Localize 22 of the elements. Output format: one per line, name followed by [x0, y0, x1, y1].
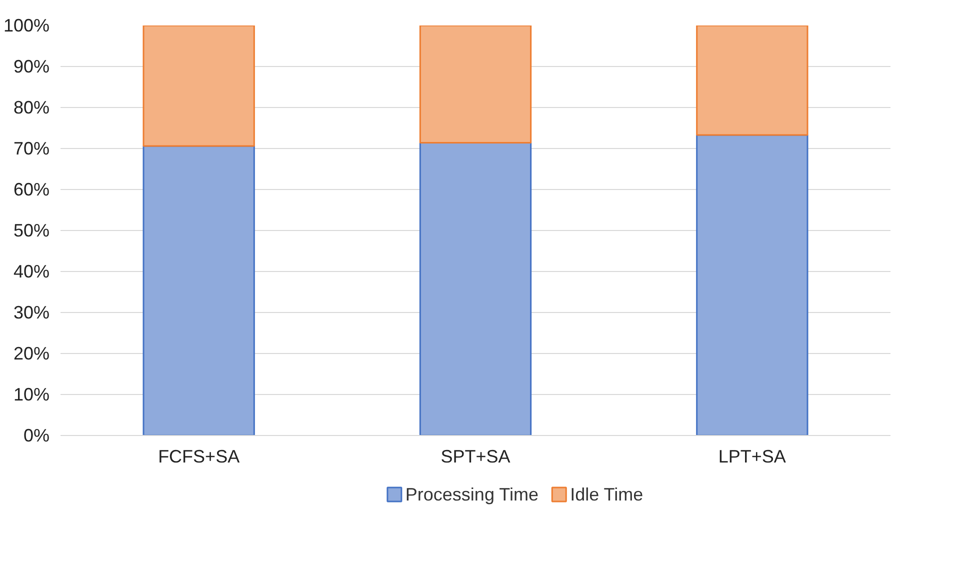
legend-label: Processing Time — [405, 484, 538, 504]
y-tick-label: 90% — [13, 56, 50, 76]
y-tick-label: 80% — [13, 98, 50, 118]
bar — [696, 134, 808, 436]
x-tick-label: LPT+SA — [718, 446, 786, 466]
x-tick-label: SPT+SA — [440, 446, 510, 466]
y-tick-label: 40% — [13, 262, 50, 282]
legend-label: Idle Time — [570, 484, 644, 504]
x-tick-label: FCFS+SA — [158, 446, 240, 466]
bar — [696, 26, 808, 136]
bar — [142, 26, 255, 147]
y-tick-label: 50% — [13, 220, 50, 240]
y-tick-label: 10% — [13, 384, 50, 404]
y-tick-label: 30% — [13, 302, 50, 322]
y-tick-label: 60% — [13, 180, 50, 200]
y-tick-label: 70% — [13, 138, 50, 158]
y-tick-label: 20% — [13, 344, 50, 364]
bar — [419, 26, 532, 144]
y-tick-label: 0% — [23, 426, 50, 446]
bar — [419, 142, 532, 436]
bar — [142, 145, 255, 436]
y-tick-label: 100% — [3, 16, 50, 36]
